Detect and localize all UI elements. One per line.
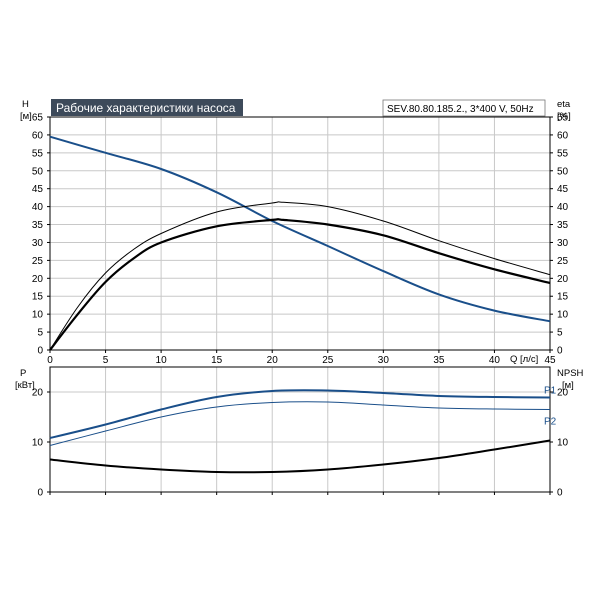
x-tick-label: 5 [103, 355, 109, 366]
x-tick-label: 15 [211, 355, 223, 366]
series-line-eta-thick [49, 218, 551, 351]
y-tick-label-right: 35 [557, 220, 569, 231]
top-y-right-unit: [%] [557, 111, 571, 122]
x-tick-label: 10 [156, 355, 168, 366]
series-label-p2: P2 [544, 417, 557, 428]
y-tick-label-left: 65 [32, 113, 44, 124]
y-tick-label-right: 5 [557, 328, 563, 339]
chart-title: Рабочие характеристики насоса [56, 101, 236, 115]
y-tick-label-right: 30 [557, 238, 569, 249]
y-tick-label-right: 45 [557, 184, 569, 195]
x-tick-label: 20 [267, 355, 279, 366]
y-tick-label-right: 0 [557, 346, 563, 357]
series-line-eta-thin [49, 201, 551, 351]
y-tick-label-left: 25 [32, 256, 44, 267]
y-tick-label-left: 40 [32, 202, 44, 213]
bottom-chart-series-labels: P1 P2 [544, 386, 557, 428]
y-tick-label-left: 10 [32, 310, 44, 321]
x-tick-label: 40 [489, 355, 501, 366]
top-chart-series [49, 135, 551, 351]
y-tick-label-right: 15 [557, 292, 569, 303]
bottom-chart-grid [50, 367, 551, 492]
y-tick-label-left: 15 [32, 292, 44, 303]
top-y-left-label: H [22, 99, 29, 110]
y-tick-label-left: 50 [32, 166, 44, 177]
bottom-plot-frame [49, 366, 551, 493]
y-tick-label-right: 20 [557, 388, 569, 399]
x-tick-label: 45 [544, 355, 556, 366]
y-tick-label-right: 40 [557, 202, 569, 213]
bottom-y-left-label: P [20, 368, 26, 379]
y-tick-label-left: 45 [32, 184, 44, 195]
bottom-y-left-unit: [кВт] [15, 380, 35, 391]
bottom-y-right-label: NPSH [557, 368, 584, 379]
y-tick-label-right: 55 [557, 148, 569, 159]
y-tick-label-left: 10 [32, 438, 44, 449]
y-tick-label-left: 0 [37, 488, 43, 499]
y-tick-label-left: 0 [37, 346, 43, 357]
bottom-y-right-unit: [м] [562, 380, 574, 391]
series-line-p2 [49, 401, 551, 446]
bottom-chart-series [49, 389, 551, 474]
bottom-chart-ticks: 0 0 10 10 20 20 [32, 388, 569, 499]
y-tick-label-right: 0 [557, 488, 563, 499]
y-tick-label-left: 5 [37, 328, 43, 339]
y-tick-label-right: 20 [557, 274, 569, 285]
y-tick-label-right: 50 [557, 166, 569, 177]
y-tick-label-left: 55 [32, 148, 44, 159]
top-y-left-unit: [м] [20, 111, 32, 122]
series-line-p1 [49, 389, 551, 439]
y-tick-label-left: 35 [32, 220, 44, 231]
y-tick-label-right: 10 [557, 310, 569, 321]
top-plot-frame [49, 116, 551, 351]
y-tick-label-left: 30 [32, 238, 44, 249]
chart-subtitle: SEV.80.80.185.2., 3*400 V, 50Hz [387, 104, 534, 115]
y-tick-label-left: 20 [32, 388, 44, 399]
y-tick-label-left: 20 [32, 274, 44, 285]
y-tick-label-right: 10 [557, 438, 569, 449]
top-y-right-label: eta [557, 99, 571, 110]
y-tick-label-left: 60 [32, 130, 44, 141]
x-axis-label: Q [л/с] [510, 354, 538, 365]
x-tick-label: 0 [47, 355, 53, 366]
y-tick-label-right: 25 [557, 256, 569, 267]
subtitle-box [382, 99, 546, 117]
y-tick-label-right: 60 [557, 130, 569, 141]
series-line-head [49, 135, 551, 323]
x-tick-label: 25 [322, 355, 334, 366]
x-tick-label: 30 [378, 355, 390, 366]
series-label-p1: P1 [544, 386, 557, 397]
x-tick-label: 35 [433, 355, 445, 366]
chart-title-box [51, 99, 243, 116]
top-chart-grid [50, 117, 551, 350]
y-tick-label-right: 65 [557, 113, 569, 124]
series-line-npsh [49, 439, 551, 474]
